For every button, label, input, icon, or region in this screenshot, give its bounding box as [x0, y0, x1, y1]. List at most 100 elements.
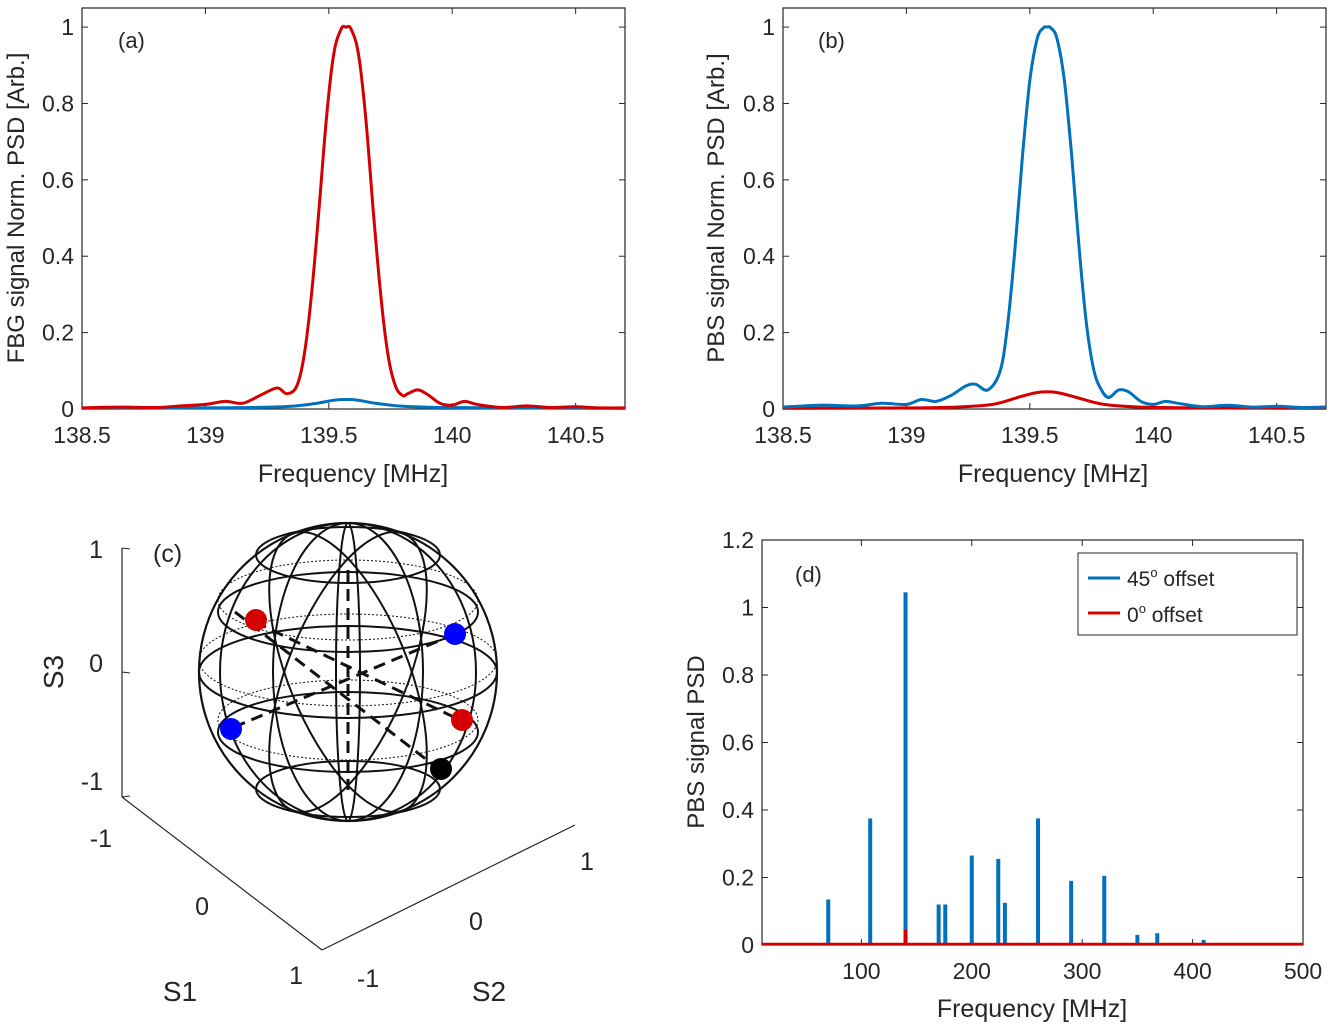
panel-a-series [81, 24, 626, 410]
spectral-spike [996, 858, 1001, 945]
sphere-latitude-back [198, 613, 498, 707]
panel-c-z-tick [121, 547, 131, 550]
y-tick-label: 0.6 [722, 730, 754, 756]
panel-c-s2-tick-label: 1 [580, 848, 594, 876]
sphere-latitude [255, 526, 441, 584]
panel-a-label: (a) [118, 28, 145, 53]
spectral-spike [1102, 875, 1107, 945]
legend-entry-0: 0o offset [1127, 601, 1203, 627]
panel-a-plot-area [81, 7, 626, 410]
legend-box [1077, 552, 1298, 636]
y-tick-label: 0.6 [42, 167, 74, 193]
panel-d-legend: 45o offset 0o offset [1077, 552, 1298, 636]
panel-b-plot-area [782, 7, 1327, 410]
y-tick-label: 0.8 [722, 662, 754, 688]
y-tick-label: 1 [741, 595, 754, 621]
sphere-meridian-tilt [268, 531, 428, 813]
spectral-spike [903, 592, 908, 945]
y-tick-label: 0 [762, 396, 775, 422]
panel-c-label: (c) [153, 540, 182, 568]
x-tick-label: 140.5 [547, 422, 605, 448]
panel-a: 138.5 139 139.5 140 140.500.20.40.60.81 (a) … [3, 7, 626, 488]
sphere-meridian [219, 522, 477, 822]
panel-b-label: (b) [818, 28, 845, 53]
panel-d-xlabel: Frequency [MHz] [937, 995, 1127, 1023]
panel-b-ticks: 138.5 139 139.5 140 140.5 0 0.2 0.4 0.6 0.8 1 [743, 8, 1326, 448]
x-tick-label: 139 [186, 422, 224, 448]
panel-c-s2-tick-label: 0 [469, 908, 483, 936]
sphere-latitude [198, 625, 498, 719]
x-tick-label: 139.5 [1001, 422, 1059, 448]
y-tick-label: 1 [762, 14, 775, 40]
panel-a-xlabel: Frequency [MHz] [258, 460, 448, 488]
spectral-spike [1201, 939, 1206, 945]
panel-c-s1-tick-label: 0 [195, 893, 209, 921]
poincare-point-blue [220, 718, 242, 740]
y-tick-label: 0.8 [42, 90, 74, 116]
y-tick-label: 0 [61, 396, 74, 422]
poincare-point-black [430, 758, 452, 780]
series-line [81, 24, 626, 410]
series-line [782, 390, 1327, 410]
y-tick-label: 1.2 [722, 527, 754, 553]
spectral-spike [868, 818, 873, 945]
legend-entry-45: 45o offset [1127, 565, 1215, 591]
x-tick-label: 200 [953, 958, 991, 984]
panel-c-s2-tick-label: -1 [357, 965, 379, 993]
spectral-spike [903, 929, 908, 945]
x-tick-label: 140 [1134, 422, 1172, 448]
panel-c-z-tick-label: 0 [89, 650, 103, 678]
panel-c: 1 0 -1 S3 -1 0 1 S1 -1 0 1 S2 (c) [38, 521, 594, 1007]
panel-c-s1-axis [121, 796, 323, 951]
x-tick-label: 400 [1173, 958, 1211, 984]
y-tick-label: 0 [741, 932, 754, 958]
y-tick-label: 0.2 [42, 320, 74, 346]
y-tick-label: 0.2 [722, 865, 754, 891]
panel-b-series [782, 25, 1327, 410]
x-tick-label: 138.5 [754, 422, 812, 448]
y-tick-label: 0.4 [42, 243, 74, 269]
x-tick-label: 140.5 [1248, 422, 1306, 448]
panel-b: 138.5 139 139.5 140 140.500.20.40.60.81 (b) … [703, 7, 1327, 488]
panel-b-xlabel: Frequency [MHz] [958, 460, 1148, 488]
panel-a-ylabel: FBG signal Norm. PSD [Arb.] [3, 53, 30, 364]
sphere-dashed-axis [234, 610, 441, 772]
panel-c-s2-axis [321, 824, 576, 951]
spectral-spike [936, 904, 941, 945]
y-tick-label: 1 [61, 14, 74, 40]
y-tick-label: 0.6 [743, 167, 775, 193]
panel-c-z-label: S3 [38, 655, 69, 689]
spectral-spike [1155, 933, 1160, 945]
panel-d: 100 200 300 400 500 0 0.2 0.4 0.6 0.8 1 1.2 (d) Fre… [683, 527, 1322, 1023]
x-tick-label: 139 [887, 422, 925, 448]
x-tick-label: 140 [433, 422, 471, 448]
spectral-spike [1069, 880, 1074, 945]
y-tick-label: 0.8 [743, 90, 775, 116]
spectral-spike [826, 899, 831, 945]
spectral-spike [1036, 818, 1041, 945]
series-line [81, 398, 626, 410]
series-line [782, 25, 1327, 410]
panel-b-ylabel: PBS signal Norm. PSD [Arb.] [703, 53, 730, 362]
sphere-meridian-tilt [268, 531, 428, 813]
spectral-spike [1135, 934, 1140, 945]
poincare-sphere [197, 521, 499, 823]
panel-c-z-tick-label: -1 [81, 768, 103, 796]
y-tick-label: 0.2 [743, 320, 775, 346]
poincare-point-blue [444, 623, 466, 645]
panel-d-bars [762, 592, 1303, 946]
x-tick-label: 138.5 [53, 422, 111, 448]
poincare-point-red [451, 709, 473, 731]
spectral-spike [943, 904, 948, 945]
x-tick-label: 500 [1284, 958, 1322, 984]
panel-c-s1-label: S1 [163, 976, 197, 1007]
x-tick-label: 300 [1063, 958, 1101, 984]
sphere-dashed-axis [231, 632, 456, 730]
spectral-spike [1002, 902, 1007, 945]
panel-d-ylabel: PBS signal PSD [683, 655, 710, 828]
x-tick-label: 139.5 [300, 422, 358, 448]
panel-c-s1-tick-label: 1 [289, 962, 303, 990]
panel-c-z-tick [121, 671, 131, 674]
spectral-spike [969, 855, 974, 945]
